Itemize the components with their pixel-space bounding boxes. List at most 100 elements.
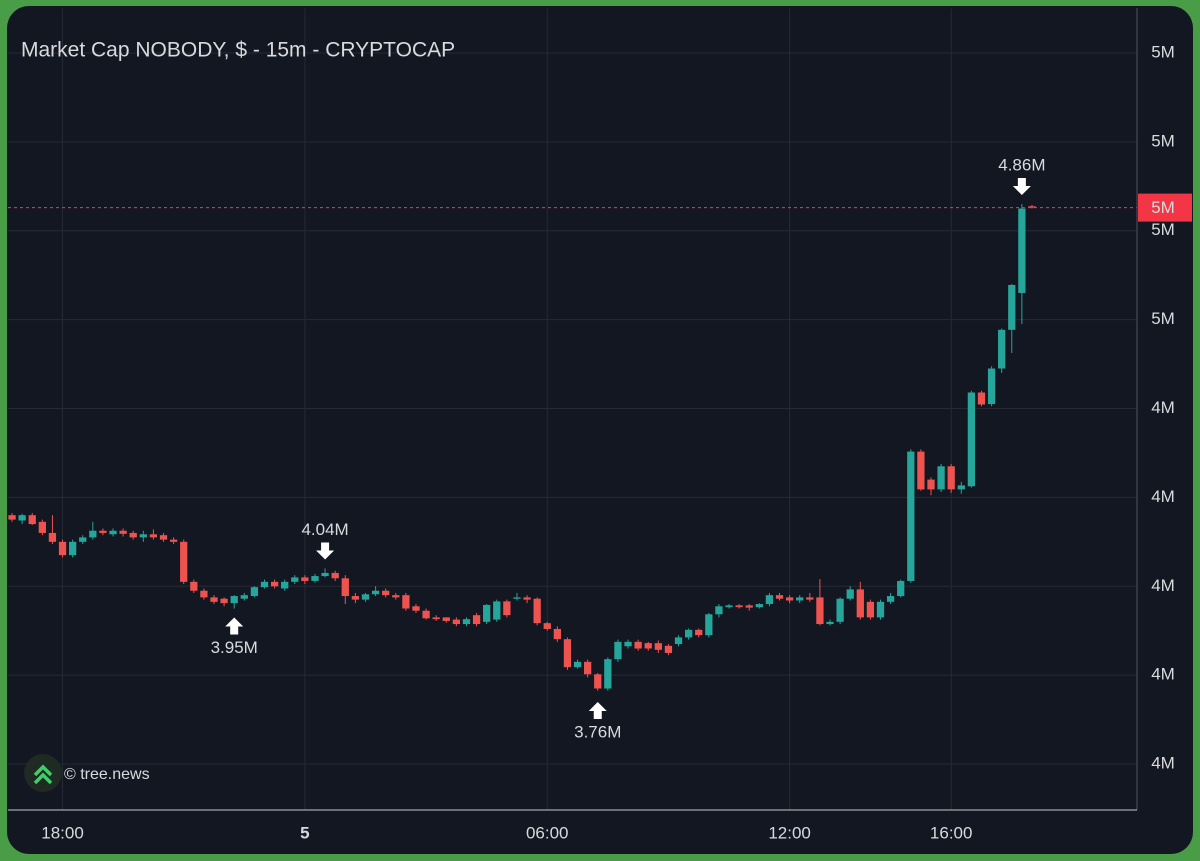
candle-body (927, 479, 935, 490)
candle-body (715, 606, 723, 615)
y-tick-label: 5M (1151, 131, 1175, 150)
candle-body (513, 597, 521, 599)
candle-body (402, 595, 410, 609)
logo-mark (33, 764, 53, 785)
y-tick-label: 4M (1151, 665, 1175, 684)
candle-body (79, 537, 87, 542)
candle-body (483, 604, 491, 622)
candle-body (886, 596, 895, 602)
candle-body (725, 605, 733, 608)
annotation-arrow (225, 617, 244, 635)
annotation-label: 3.95M (211, 638, 258, 657)
x-tick-label: 12:00 (768, 823, 811, 842)
candle-body (977, 392, 986, 405)
candle-body (442, 617, 450, 621)
candle-body (89, 530, 97, 538)
candle-body (48, 532, 57, 542)
candle-body (281, 581, 289, 589)
x-tick-label: 06:00 (526, 823, 569, 842)
candle-body (462, 619, 471, 625)
x-tick-label: 16:00 (930, 823, 973, 842)
candle-body (846, 589, 854, 599)
candle-body (614, 641, 622, 660)
grid (8, 8, 1137, 810)
candle-body (301, 577, 309, 581)
candle-body (594, 674, 602, 689)
x-tick-label: 18:00 (41, 823, 84, 842)
candle-body (947, 466, 955, 490)
annotation-arrow (1012, 178, 1031, 196)
candle-body (664, 645, 673, 653)
candle-body (321, 572, 329, 577)
candle-body (684, 629, 693, 638)
candle-body (523, 597, 531, 600)
candle-body (109, 530, 117, 535)
candle-body (28, 515, 36, 525)
candle-body (392, 595, 400, 598)
candle-body (371, 590, 380, 595)
candle-body (351, 596, 360, 600)
candle-body (503, 601, 511, 616)
annotation-arrow (588, 701, 607, 719)
panel (7, 6, 1193, 854)
candle-body (270, 581, 279, 587)
last-price-tag (1138, 193, 1192, 222)
candle-body (563, 639, 572, 668)
candle-body (190, 581, 198, 591)
candle-body (624, 641, 632, 647)
annotation-arrow (316, 542, 335, 560)
marks: 4.04M 3.95M 3.76M 4.86M (8, 156, 1137, 741)
candle-body (361, 594, 370, 600)
candle-body (765, 595, 774, 605)
candle-body (674, 637, 683, 645)
y-tick-label: 5M (1151, 42, 1175, 61)
candle-body (1018, 208, 1026, 293)
candle-body (705, 614, 713, 636)
candle-body (1008, 284, 1016, 330)
candle-body (745, 605, 753, 608)
axes: 4M 4M 4M 4M 4M 5M 5M 5M 5M 18:00 5 06:00 12:00 16:00 5… (41, 42, 1192, 842)
candle-body (836, 598, 844, 622)
candle-body (99, 530, 107, 533)
candle-body (169, 539, 178, 542)
candle-body (452, 619, 461, 625)
candle-body (785, 597, 794, 601)
candle-body (917, 451, 925, 490)
candle-body (58, 541, 67, 556)
candle-body (604, 659, 612, 689)
candle-body (230, 596, 238, 604)
candle-body (573, 661, 582, 668)
candle-body (816, 597, 824, 625)
candle-body (220, 598, 228, 604)
candle-body (291, 577, 299, 582)
y-tick-label: 4M (1151, 487, 1175, 506)
candle-body (149, 534, 158, 538)
candle-body (1028, 206, 1036, 208)
candle-body (998, 329, 1006, 369)
y-tick-label: 4M (1151, 398, 1175, 417)
candle-body (341, 578, 349, 597)
x-tick-label: 5 (300, 823, 309, 842)
candle-body (8, 515, 16, 520)
candle-body (129, 532, 137, 538)
candle-body (311, 576, 319, 581)
candle-body (775, 595, 784, 599)
candle-body (412, 606, 420, 611)
candle-body (159, 535, 168, 540)
candle-body (533, 598, 541, 624)
candle-body (957, 485, 965, 490)
candle-body (654, 643, 662, 650)
candle-body (634, 641, 642, 649)
candle-body (806, 597, 814, 600)
candle-body (937, 466, 945, 490)
candle-body (260, 581, 269, 588)
candle-body (796, 597, 804, 601)
candle-body (876, 601, 885, 618)
y-tick-label: 5M (1151, 220, 1175, 239)
chart-title: Market Cap NOBODY, $ - 15m - CRYPTOCAP (21, 39, 455, 62)
last-price-label: 5M (1151, 198, 1175, 217)
candle-body (695, 629, 703, 636)
y-tick-label: 5M (1151, 309, 1175, 328)
candle-body (250, 587, 259, 597)
